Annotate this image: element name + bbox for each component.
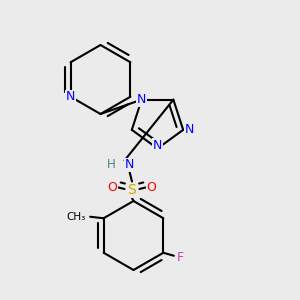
Text: F: F — [176, 251, 183, 264]
Text: N: N — [124, 158, 134, 172]
Text: S: S — [128, 184, 136, 197]
Text: N: N — [137, 93, 146, 106]
Text: CH₃: CH₃ — [66, 212, 85, 222]
Text: H: H — [106, 158, 116, 172]
Text: N: N — [66, 90, 75, 103]
Text: O: O — [108, 181, 117, 194]
Text: N: N — [153, 139, 162, 152]
Text: N: N — [184, 123, 194, 136]
Text: O: O — [147, 181, 156, 194]
